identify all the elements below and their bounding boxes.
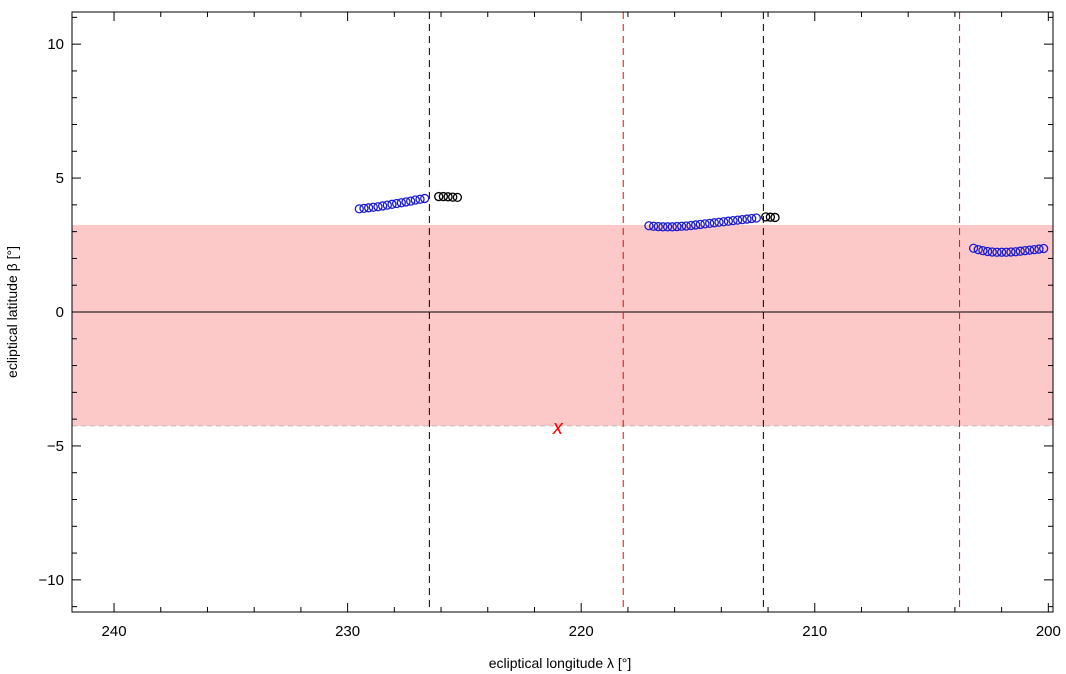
data-point-blue <box>1006 247 1016 257</box>
data-point-blue <box>396 198 406 208</box>
data-point-blue <box>658 222 668 232</box>
y-tick-label: 10 <box>47 36 64 53</box>
data-point-blue <box>982 246 993 257</box>
data-point-blue <box>648 221 659 231</box>
y-tick-label: 5 <box>56 170 64 187</box>
data-point-blue <box>723 216 733 226</box>
x-tick-label: 200 <box>1036 623 1061 640</box>
data-point-blue <box>700 219 710 229</box>
data-point-blue <box>733 215 743 225</box>
axes: 240 230 220 210 200 −10 −5 0 5 10 <box>39 11 1061 640</box>
data-point-black <box>443 192 453 202</box>
data-point-blue <box>737 214 747 225</box>
data-point-blue <box>742 214 752 224</box>
data-point-blue <box>728 216 738 226</box>
x-tick-label: 210 <box>802 623 827 640</box>
data-point-blue <box>1010 247 1021 257</box>
y-axis-label: ecliptical latitude β [°] <box>4 246 20 378</box>
data-point-blue <box>1020 246 1030 256</box>
x-tick-label: 220 <box>569 623 594 640</box>
data-point-blue <box>377 201 388 211</box>
data-point-blue <box>401 197 411 207</box>
data-point-blue <box>410 195 421 205</box>
data-point-blue <box>672 221 682 232</box>
data-point-blue <box>709 218 719 228</box>
y-tick-label: −5 <box>47 438 64 455</box>
data-point-blue <box>415 194 425 204</box>
data-point-blue <box>420 193 430 204</box>
data-point-blue <box>1029 244 1039 255</box>
data-point-black <box>770 212 780 223</box>
data-point-blue <box>751 213 762 223</box>
data-point-blue <box>1039 243 1049 254</box>
data-point-blue <box>676 221 687 231</box>
data-point-blue <box>392 198 402 209</box>
data-point-black <box>434 191 444 202</box>
x-axis-label: ecliptical longitude λ [°] <box>489 655 632 671</box>
data-point-blue <box>719 217 729 227</box>
data-point-blue <box>1034 244 1044 254</box>
x-tick-label: 240 <box>102 623 127 640</box>
data-point-blue <box>705 218 715 228</box>
data-point-black <box>761 212 771 222</box>
data-point-blue <box>695 219 705 230</box>
data-point-blue <box>747 213 757 224</box>
data-point-blue <box>968 243 979 253</box>
y-tick-label: 0 <box>56 304 64 321</box>
data-point-blue <box>1001 247 1011 257</box>
data-point-blue <box>653 221 663 232</box>
data-point-blue <box>368 202 378 212</box>
data-point-black <box>765 212 776 222</box>
y-tick-label: −10 <box>39 572 64 589</box>
plot-area <box>72 12 1053 612</box>
data-point-blue <box>973 244 983 255</box>
data-point-blue <box>686 220 696 231</box>
data-point-blue <box>406 196 416 206</box>
data-point-blue <box>667 222 677 232</box>
data-point-black <box>448 192 458 202</box>
latitude-band <box>72 224 1053 426</box>
data-point-blue <box>354 204 364 214</box>
data-point-blue <box>992 247 1002 257</box>
data-point-blue <box>382 200 392 210</box>
data-point-blue <box>996 247 1007 257</box>
chart-marks: x <box>354 191 1049 439</box>
data-point-blue <box>644 221 654 231</box>
data-point-blue <box>662 222 673 232</box>
data-point-blue <box>1015 246 1025 256</box>
data-point-blue <box>714 217 724 227</box>
data-point-blue <box>1024 245 1035 255</box>
data-point-blue <box>363 203 374 213</box>
data-point-black <box>438 191 449 202</box>
data-point-blue <box>681 221 691 231</box>
data-point-blue <box>978 246 988 256</box>
data-point-blue <box>373 202 383 212</box>
data-point-black <box>452 192 463 203</box>
data-point-blue <box>690 220 701 230</box>
x-tick-label: 230 <box>335 623 360 640</box>
data-point-blue <box>359 203 369 213</box>
data-point-blue <box>987 247 997 257</box>
data-point-blue <box>387 199 397 209</box>
red-x-marker: x <box>552 417 564 439</box>
